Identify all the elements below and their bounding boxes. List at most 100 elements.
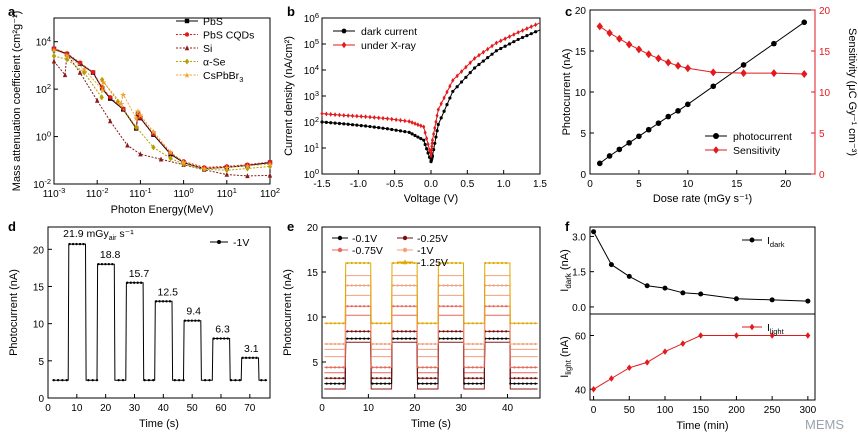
data-point: ★ <box>133 114 140 123</box>
data-point <box>471 366 474 369</box>
x-tick-label: 0 <box>591 405 597 416</box>
data-point <box>434 377 437 380</box>
data-point <box>138 151 143 157</box>
data-point <box>801 69 808 78</box>
data-point <box>432 131 436 137</box>
data-point <box>78 242 82 246</box>
data-point <box>530 382 533 385</box>
data-point <box>608 262 614 268</box>
y-tick-label: 15 <box>307 268 319 279</box>
y2-tick-label: 0 <box>819 170 825 181</box>
data-point <box>371 342 374 346</box>
data-point <box>413 121 417 127</box>
data-point <box>450 305 453 308</box>
data-point <box>117 378 120 382</box>
data-point <box>177 378 181 382</box>
data-point <box>505 305 508 308</box>
data-point <box>534 366 537 369</box>
data-point <box>325 366 328 369</box>
data-point <box>413 261 416 265</box>
data-point <box>479 366 483 369</box>
legend-marker <box>341 41 347 49</box>
data-point <box>421 382 424 385</box>
data-point <box>342 377 345 380</box>
data-point <box>644 359 650 366</box>
data-point <box>425 322 428 325</box>
data-point <box>51 52 57 59</box>
data-point <box>338 366 341 369</box>
data-point <box>267 159 273 165</box>
data-point <box>513 382 516 385</box>
x-tick-label: 0.5 <box>460 179 474 190</box>
data-point <box>454 261 458 265</box>
data-point <box>435 113 439 119</box>
panel-label-b: b <box>287 4 295 19</box>
data-point <box>492 337 495 340</box>
data-point <box>350 261 353 265</box>
data-point <box>662 348 668 355</box>
data-point <box>226 337 229 340</box>
data-point <box>342 322 345 325</box>
data-point <box>488 330 491 333</box>
data-point <box>520 28 525 33</box>
data-point <box>596 22 603 31</box>
data-point <box>801 19 808 26</box>
data-point <box>77 69 83 75</box>
data-point <box>680 290 686 296</box>
data-point <box>375 322 378 325</box>
x-tick-label: 40 <box>502 403 514 414</box>
data-point <box>496 284 499 287</box>
data-point <box>434 342 437 346</box>
data-point <box>333 112 337 118</box>
data-point <box>429 377 433 380</box>
data-point <box>413 330 416 333</box>
data-point <box>530 322 533 325</box>
y2-tick-label: 10 <box>819 88 831 99</box>
data-point <box>429 382 433 385</box>
data-point <box>390 127 394 132</box>
data-point <box>517 382 520 385</box>
legend-label: dark current <box>361 26 417 38</box>
data-point <box>454 305 458 308</box>
data-point <box>665 58 672 67</box>
data-point <box>434 366 437 369</box>
trace-extra <box>324 314 538 374</box>
y-axis-label-bottom: Ilight (nA) <box>559 336 573 378</box>
data-point <box>484 261 487 265</box>
data-point <box>147 378 151 382</box>
data-point <box>87 378 90 382</box>
data-point <box>372 115 376 120</box>
data-point <box>229 378 233 382</box>
data-point <box>372 125 376 129</box>
y2-tick-label: 15 <box>819 47 831 58</box>
data-point <box>433 125 437 131</box>
legend-marker <box>749 237 755 243</box>
trace--1.25V <box>324 262 538 324</box>
data-point: ★ <box>118 99 125 108</box>
data-point <box>396 305 399 308</box>
data-point <box>471 377 474 380</box>
x-axis-label: Time (s) <box>411 418 451 430</box>
data-point <box>238 378 241 382</box>
data-point <box>805 298 811 304</box>
data-point <box>56 378 60 382</box>
y-tick-label: 20 <box>307 223 319 234</box>
data-point <box>100 262 104 266</box>
data-point <box>616 34 623 43</box>
data-point <box>438 261 441 265</box>
data-point <box>534 22 538 28</box>
panel-label-d: d <box>8 219 16 234</box>
legend-label: -0.75V <box>352 245 383 257</box>
data-point <box>173 378 177 382</box>
legend-marker: ★ <box>183 71 190 80</box>
data-point <box>364 124 368 128</box>
data-point <box>367 261 370 265</box>
y-tick-label: 1.5 <box>572 268 586 279</box>
data-point <box>534 377 537 380</box>
data-point <box>655 120 662 126</box>
legend-marker <box>217 240 221 244</box>
data-point <box>152 378 155 382</box>
data-point <box>394 128 398 132</box>
y2-axis-label: Sensitivity (μC Gy⁻¹ cm⁻³) <box>846 28 858 156</box>
data-point <box>358 305 362 308</box>
